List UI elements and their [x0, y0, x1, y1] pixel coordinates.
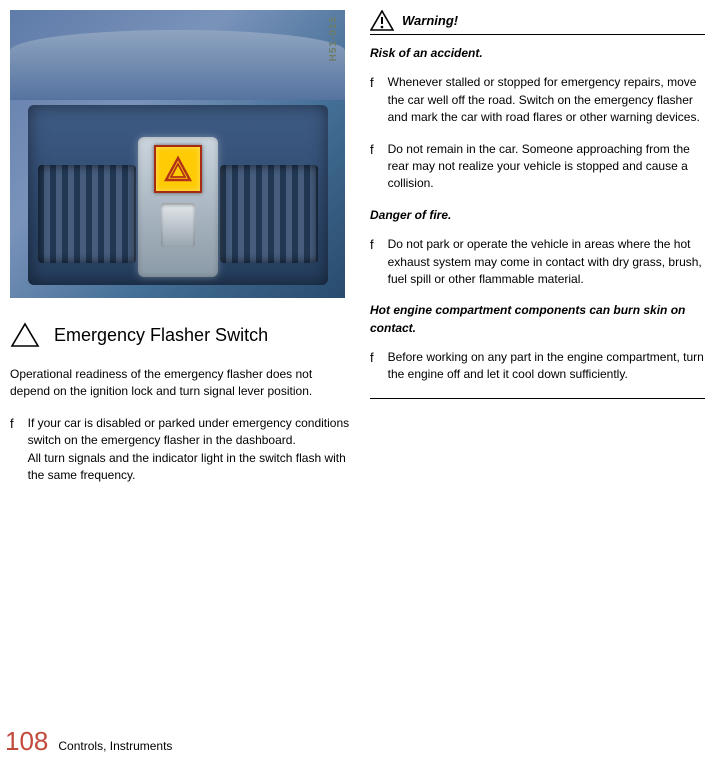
danger-heading: Danger of fire. [370, 207, 705, 224]
photo-center-stack [138, 137, 218, 277]
footer-section: Controls, Instruments [58, 739, 172, 753]
bullet-mark: f [370, 74, 374, 126]
bullet-mark: f [370, 141, 374, 193]
bullet-body: If your car is disabled or parked under … [28, 415, 350, 485]
bullet-mark: f [10, 415, 14, 485]
photo-vent-left [38, 165, 136, 263]
photo-vent-right [220, 165, 318, 263]
hazard-triangle-icon [10, 322, 40, 348]
dashboard-photo: H51-015 [10, 10, 345, 298]
section-title-text: Emergency Flasher Switch [54, 325, 268, 346]
bullet-mark: f [370, 236, 374, 288]
intro-paragraph: Operational readiness of the emergency f… [10, 366, 350, 401]
hot-heading: Hot engine compartment components can bu… [370, 302, 705, 337]
left-bullet-1: f If your car is disabled or parked unde… [10, 415, 350, 485]
bullet-line-a: If your car is disabled or parked under … [28, 415, 350, 450]
right-bullet-1: f Whenever stalled or stopped for emerge… [370, 74, 705, 126]
right-bullet-2: f Do not remain in the car. Someone appr… [370, 141, 705, 193]
bullet-body: Do not park or operate the vehicle in ar… [388, 236, 705, 288]
bullet-line-b: All turn signals and the indicator light… [28, 450, 350, 485]
right-bullet-4: f Before working on any part in the engi… [370, 349, 705, 384]
page-content: H51-015 Emergency Fla [0, 0, 715, 498]
warning-exclamation-icon [370, 10, 394, 31]
photo-code: H51-015 [328, 16, 339, 61]
bullet-body: Whenever stalled or stopped for emergenc… [388, 74, 705, 126]
photo-rocker-switch [161, 203, 195, 247]
left-column: H51-015 Emergency Fla [10, 10, 350, 498]
photo-cluster [28, 105, 328, 285]
warning-label: Warning! [402, 13, 458, 28]
page-number: 108 [5, 726, 48, 757]
warning-heading: Warning! [370, 10, 705, 35]
bullet-body: Before working on any part in the engine… [388, 349, 705, 384]
risk-heading: Risk of an accident. [370, 45, 705, 62]
page-footer: 108 Controls, Instruments [5, 726, 172, 757]
bullet-body: Do not remain in the car. Someone approa… [388, 141, 705, 193]
hazard-button-icon [154, 145, 202, 193]
bullet-mark: f [370, 349, 374, 384]
section-end-rule [370, 398, 705, 399]
right-column: Warning! Risk of an accident. f Whenever… [370, 10, 705, 498]
right-bullet-3: f Do not park or operate the vehicle in … [370, 236, 705, 288]
section-heading: Emergency Flasher Switch [10, 322, 350, 348]
